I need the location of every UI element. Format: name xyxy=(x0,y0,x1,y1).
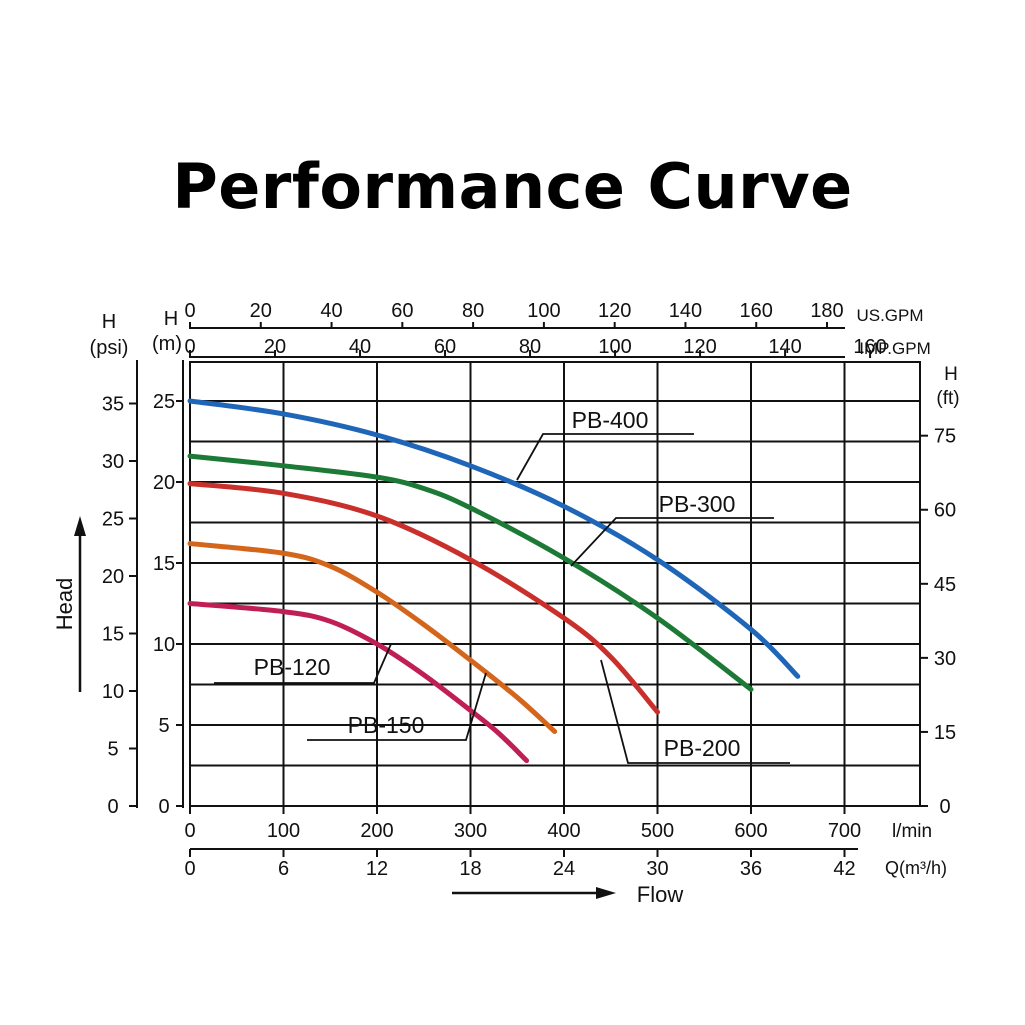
x-axis-usgpm-tick-label: 160 xyxy=(740,300,773,322)
x-axis-impgpm-tick-label: 100 xyxy=(598,336,631,358)
x-axis-m3h-tick-label: 24 xyxy=(553,858,575,880)
x-axis-m3h-tick-label: 18 xyxy=(459,858,481,880)
curve-label-pb-400: PB-400 xyxy=(572,407,649,433)
x-axis-m3h-tick-label: 36 xyxy=(740,858,762,880)
y-axis-psi-tick-label: 0 xyxy=(107,796,118,818)
leader-line-pb-120 xyxy=(214,643,392,684)
y-axis-m-unit-top: H xyxy=(164,308,178,330)
curve-label-pb-300: PB-300 xyxy=(659,491,736,517)
leader-line-pb-200 xyxy=(600,659,790,764)
x-axis-lmin-tick-label: 700 xyxy=(828,820,861,842)
y-axis-m-tick-label: 5 xyxy=(158,715,169,737)
x-axis-title: Flow xyxy=(637,882,684,907)
y-axis-psi-tick-label: 15 xyxy=(102,624,124,646)
x-axis-lmin-tick-label: 600 xyxy=(734,820,767,842)
y-axis-ft-tick-label: 45 xyxy=(934,574,956,596)
y-axis-m-tick-label: 10 xyxy=(153,634,175,656)
y-axis-psi-unit-bottom: (psi) xyxy=(90,337,129,359)
x-axis-impgpm-tick-label: 140 xyxy=(768,336,801,358)
y-axis-psi-tick-label: 25 xyxy=(102,509,124,531)
x-axis-impgpm-tick-label: 160 xyxy=(853,336,886,358)
y-axis-ft-tick-label: 15 xyxy=(934,722,956,744)
x-axis-usgpm-tick-label: 100 xyxy=(527,300,560,322)
leader-line-pb-300 xyxy=(570,517,774,567)
y-axis-psi-unit-top: H xyxy=(102,311,116,333)
y-axis-psi-tick-label: 20 xyxy=(102,566,124,588)
x-axis-impgpm-tick-label: 0 xyxy=(184,336,195,358)
series-line-pb-120 xyxy=(187,601,530,764)
y-axis-ft-tick-label: 30 xyxy=(934,648,956,670)
flow-arrow-icon xyxy=(596,887,616,899)
y-axis-ft-tick-label: 0 xyxy=(939,796,950,818)
head-arrow-icon xyxy=(74,516,86,536)
curve-label-pb-150: PB-150 xyxy=(348,712,425,738)
x-axis-impgpm-tick-label: 40 xyxy=(349,336,371,358)
x-axis-usgpm-unit: US.GPM xyxy=(856,306,923,325)
x-axis-m3h-tick-label: 42 xyxy=(833,858,855,880)
y-axis-psi-tick-label: 10 xyxy=(102,681,124,703)
y-axis-ft-unit-bottom: (ft) xyxy=(936,388,959,409)
curve-label-pb-200: PB-200 xyxy=(664,735,741,761)
x-axis-lmin-unit: l/min xyxy=(892,821,932,842)
x-axis-usgpm-tick-label: 40 xyxy=(320,300,342,322)
x-axis-m3h-tick-label: 6 xyxy=(278,858,289,880)
x-axis-usgpm-tick-label: 120 xyxy=(598,300,631,322)
y-axis-m-tick-label: 15 xyxy=(153,553,175,575)
x-axis-usgpm-tick-label: 60 xyxy=(391,300,413,322)
axis-layer: 0510152025H(m)05101520253035H(psi)Head01… xyxy=(52,300,960,907)
y-axis-m-tick-label: 20 xyxy=(153,472,175,494)
y-axis-psi-tick-label: 5 xyxy=(107,739,118,761)
series-line-pb-200 xyxy=(187,481,660,715)
x-axis-impgpm-tick-label: 120 xyxy=(683,336,716,358)
x-axis-m3h-tick-label: 0 xyxy=(184,858,195,880)
y-axis-psi-tick-label: 30 xyxy=(102,451,124,473)
y-axis-m-unit-bottom: (m) xyxy=(152,333,182,355)
x-axis-usgpm-tick-label: 0 xyxy=(184,300,195,322)
x-axis-m3h-tick-label: 30 xyxy=(646,858,668,880)
y-axis-ft-tick-label: 75 xyxy=(934,426,956,448)
series-line-pb-150 xyxy=(187,541,558,734)
y-axis-ft-unit-top: H xyxy=(944,364,958,385)
x-axis-usgpm-tick-label: 20 xyxy=(250,300,272,322)
x-axis-usgpm-tick-label: 180 xyxy=(810,300,843,322)
plot-grid xyxy=(189,361,921,807)
x-axis-lmin-tick-label: 100 xyxy=(267,820,300,842)
x-axis-lmin-tick-label: 200 xyxy=(360,820,393,842)
x-axis-usgpm-tick-label: 80 xyxy=(462,300,484,322)
x-axis-impgpm-tick-label: 20 xyxy=(264,336,286,358)
y-axis-m-tick-label: 0 xyxy=(158,796,169,818)
x-axis-impgpm-tick-label: 80 xyxy=(519,336,541,358)
series-line-pb-300 xyxy=(187,453,754,692)
y-axis-ft-tick-label: 60 xyxy=(934,500,956,522)
y-axis-title: Head xyxy=(52,578,77,631)
curve-label-layer: PB-400 PB-300 PB-200 PB-150 PB-120 xyxy=(214,407,790,764)
x-axis-lmin-tick-label: 500 xyxy=(641,820,674,842)
leader-line-pb-150 xyxy=(307,672,487,741)
x-axis-lmin-tick-label: 0 xyxy=(184,820,195,842)
x-axis-impgpm-unit: IMP.GPM xyxy=(859,339,930,358)
curve-layer xyxy=(187,398,801,764)
x-axis-lmin-tick-label: 300 xyxy=(454,820,487,842)
curve-label-pb-120: PB-120 xyxy=(254,654,331,680)
series-line-pb-400 xyxy=(187,398,801,679)
leader-line-pb-400 xyxy=(516,433,694,481)
x-axis-impgpm-tick-label: 60 xyxy=(434,336,456,358)
y-axis-psi-tick-label: 35 xyxy=(102,394,124,416)
page-title: Performance Curve xyxy=(172,150,853,223)
y-axis-m-tick-label: 25 xyxy=(153,391,175,413)
x-axis-usgpm-tick-label: 140 xyxy=(669,300,702,322)
plot-frame xyxy=(189,361,921,807)
x-axis-lmin-tick-label: 400 xyxy=(547,820,580,842)
x-axis-m3h-tick-label: 12 xyxy=(366,858,388,880)
x-axis-m3h-unit: Q(m³/h) xyxy=(885,858,947,878)
